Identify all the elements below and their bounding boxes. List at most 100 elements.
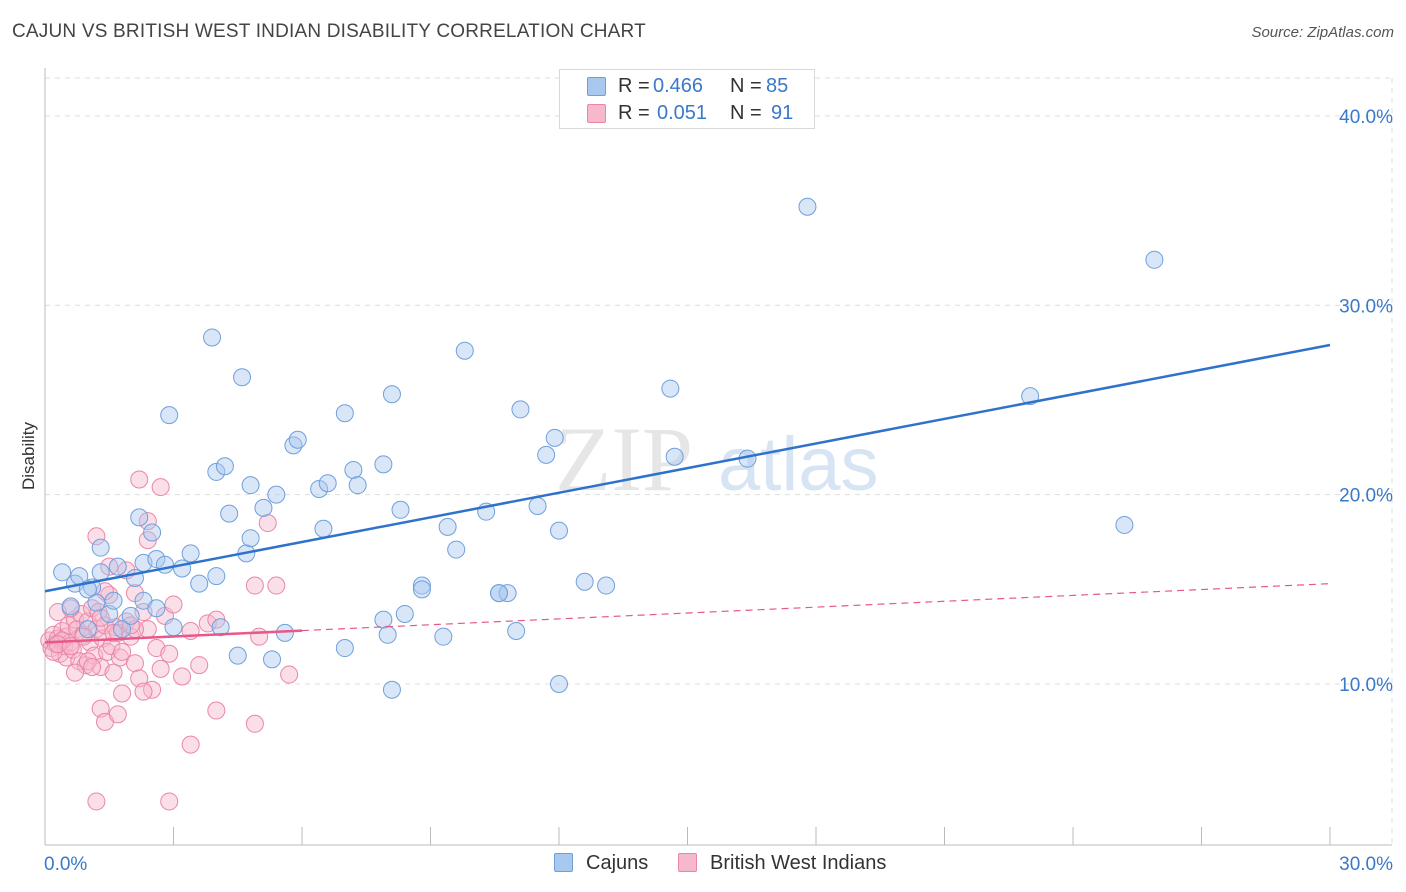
bwi-point <box>164 595 183 614</box>
legend-r-value-bwi: 0.051 <box>657 102 708 124</box>
cajun-point <box>211 618 230 637</box>
x-tick-label: 30.0% <box>1339 854 1393 875</box>
cajun-point <box>207 567 226 586</box>
cajun-point <box>550 675 568 694</box>
cajun-point <box>104 591 123 610</box>
bwi-point <box>160 644 179 663</box>
y-tick-label: 10.0% <box>1339 675 1393 696</box>
cajun-trend-line <box>44 343 1331 593</box>
cajun-point <box>263 650 282 669</box>
cajun-point <box>597 576 616 595</box>
cajun-point <box>215 457 234 476</box>
bottom-legend-bwi: British West Indians <box>710 852 887 874</box>
cajun-point <box>412 576 431 595</box>
cajun-point <box>665 447 684 466</box>
legend-r-label: R = <box>618 75 650 97</box>
chart-title: CAJUN VS BRITISH WEST INDIAN DISABILITY … <box>12 21 646 42</box>
bwi-point <box>113 684 132 703</box>
bwi-point <box>280 665 299 684</box>
legend-swatch-bwi <box>587 104 606 123</box>
cajun-point <box>53 563 72 582</box>
y-tick-label: 20.0% <box>1339 486 1393 507</box>
bwi-point <box>121 616 140 635</box>
cajun-point <box>382 385 401 404</box>
cajun-point <box>575 572 594 591</box>
legend-r-value-cajuns: 0.466 <box>653 75 704 97</box>
watermark-zip: ZIP <box>555 408 693 510</box>
legend-n-value-cajuns: 85 <box>766 75 789 97</box>
bwi-point <box>91 699 110 718</box>
cajun-point <box>344 461 363 480</box>
cajun-point <box>121 606 140 625</box>
cajun-point <box>267 485 286 504</box>
cajun-point <box>288 430 307 449</box>
cajun-point <box>190 574 209 593</box>
cajun-point <box>412 580 431 599</box>
bwi-point <box>125 654 144 673</box>
cajun-point <box>130 508 149 527</box>
bwi-point <box>130 470 149 489</box>
cajun-point <box>490 584 509 603</box>
bwi-point <box>104 663 123 682</box>
bwi-trend-line-solid <box>44 629 303 644</box>
bwi-point <box>173 667 192 686</box>
cajun-point <box>203 328 222 347</box>
bwi-point <box>181 735 200 754</box>
cajun-point <box>374 610 393 629</box>
cajun-point <box>254 498 273 517</box>
legend-row-cajuns: R = 0.466 N = 85 <box>560 74 816 100</box>
cajun-point <box>61 597 80 616</box>
cajun-point <box>143 523 162 542</box>
cajun-point <box>391 500 410 519</box>
bwi-point <box>108 705 127 724</box>
y-tick-label: 30.0% <box>1339 296 1393 317</box>
tick-labels: 10.0% 20.0% 30.0% 40.0% 0.0% 30.0% <box>44 107 1393 875</box>
cajun-point <box>335 639 354 658</box>
bwi-point <box>134 682 153 701</box>
y-tick-label: 40.0% <box>1339 107 1393 128</box>
cajun-point <box>207 462 226 481</box>
cajun-point <box>511 400 530 419</box>
bwi-trend-line-dashed <box>301 583 1331 632</box>
cajun-point <box>147 550 166 569</box>
bwi-point <box>207 701 226 720</box>
cajun-point <box>382 680 401 699</box>
cajun-point <box>181 544 200 563</box>
cajun-point <box>1145 250 1164 269</box>
x-tick-label: 0.0% <box>44 854 87 875</box>
cajun-point <box>374 455 393 474</box>
bwi-point <box>65 663 84 682</box>
cajun-point <box>528 497 547 516</box>
cajun-point <box>100 604 119 623</box>
trend-lines <box>44 343 1331 644</box>
bwi-point <box>267 576 286 595</box>
cajun-point <box>438 517 457 536</box>
bwi-point <box>250 627 269 646</box>
bwi-point <box>87 527 106 546</box>
cajun-points <box>53 197 1164 699</box>
cajun-point <box>241 476 260 495</box>
cajun-point <box>434 627 453 646</box>
bwi-point <box>87 792 106 811</box>
cajun-point <box>318 474 337 493</box>
cajun-point <box>335 404 354 423</box>
bwi-point <box>258 514 277 533</box>
cajun-point <box>310 479 329 498</box>
cajun-point <box>91 538 110 557</box>
cajun-point <box>160 406 179 425</box>
cajun-point <box>447 540 466 559</box>
legend-row-bwi: R = 0.051 N = 91 <box>560 101 816 127</box>
cajun-point <box>220 504 239 523</box>
cajun-point <box>228 646 247 665</box>
bwi-point <box>104 623 123 642</box>
cajun-point <box>378 625 397 644</box>
legend-n-label: N = <box>730 102 762 124</box>
cajun-point <box>537 445 556 464</box>
stats-legend: R = 0.466 N = 85 R = 0.051 N = 91 <box>559 69 815 129</box>
cajun-point <box>155 555 174 574</box>
cajun-point <box>550 521 568 540</box>
cajun-point <box>1115 515 1134 534</box>
bwi-point <box>190 656 209 675</box>
cajun-point <box>395 604 414 623</box>
cajun-point <box>164 618 183 637</box>
